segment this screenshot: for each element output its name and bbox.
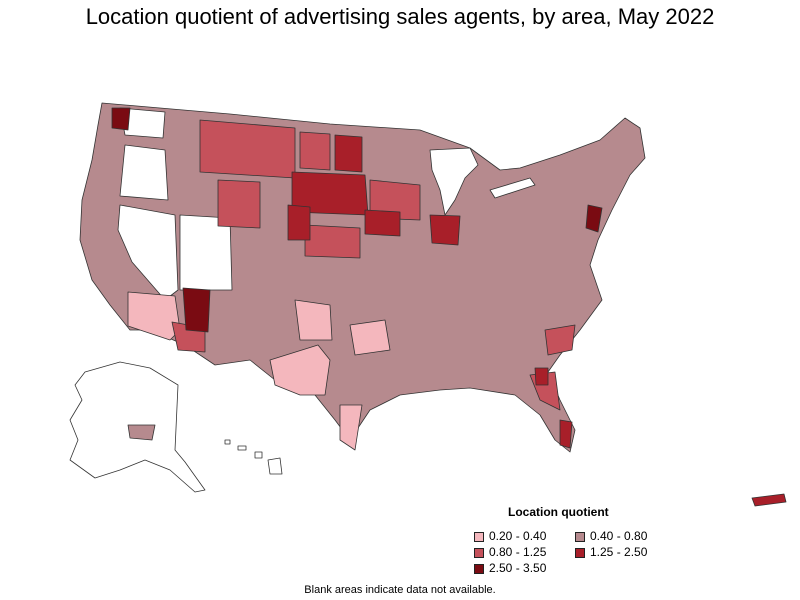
region-new-york-top [585,204,603,233]
region-arizona-low [127,291,181,341]
region-florida-north-high [534,367,549,386]
region-utah-blank [179,214,233,291]
legend-swatch [474,547,484,558]
legend-label: 0.40 - 0.80 [590,529,648,543]
region-colorado-high [287,204,311,241]
region-texas-gulf-low [339,404,363,451]
map-title: Location quotient of advertising sales a… [85,4,715,29]
legend-title: Location quotient [508,505,609,519]
legend-item-0: 0.20 - 0.40 [474,530,546,543]
region-nebraska-mid [304,224,361,259]
hawaii [224,439,283,475]
legend-label: 0.20 - 0.40 [489,529,547,543]
region-iowa-high [364,209,401,237]
region-washington-top [111,107,131,131]
legend-label: 2.50 - 3.50 [489,561,547,575]
region-texas-panhandle-low [294,299,333,341]
legend-swatch [575,531,585,542]
legend-item-2: 0.80 - 1.25 [474,546,546,559]
region-minnesota-mid [369,179,421,221]
legend-label: 1.25 - 2.50 [590,545,648,559]
legend-swatch [474,531,484,542]
region-texas-west-low [269,344,331,396]
region-north-dakota-east-high [334,134,363,173]
region-oklahoma-low [349,319,391,356]
legend-swatch [575,547,585,558]
legend-label: 0.80 - 1.25 [489,545,547,559]
footnote: Blank areas indicate data not available. [304,584,496,596]
region-south-carolina-mid [544,324,576,356]
legend-swatch [474,563,484,574]
region-florida-south-high [559,419,573,449]
puerto-rico [751,493,787,507]
great-lakes [429,147,479,216]
region-new-mexico-top [182,287,211,333]
legend-item-4: 2.50 - 3.50 [474,562,546,575]
lake-erie [489,177,536,199]
region-oregon-east-blank [119,144,169,201]
legend-item-1: 0.40 - 0.80 [575,530,647,543]
region-north-dakota-mid [299,131,331,171]
alaska-south-mid [127,424,156,441]
region-montana-mid [199,119,296,179]
region-wyoming-mid [217,179,261,229]
region-illinois-high [429,214,461,246]
legend-item-3: 1.25 - 2.50 [575,546,647,559]
